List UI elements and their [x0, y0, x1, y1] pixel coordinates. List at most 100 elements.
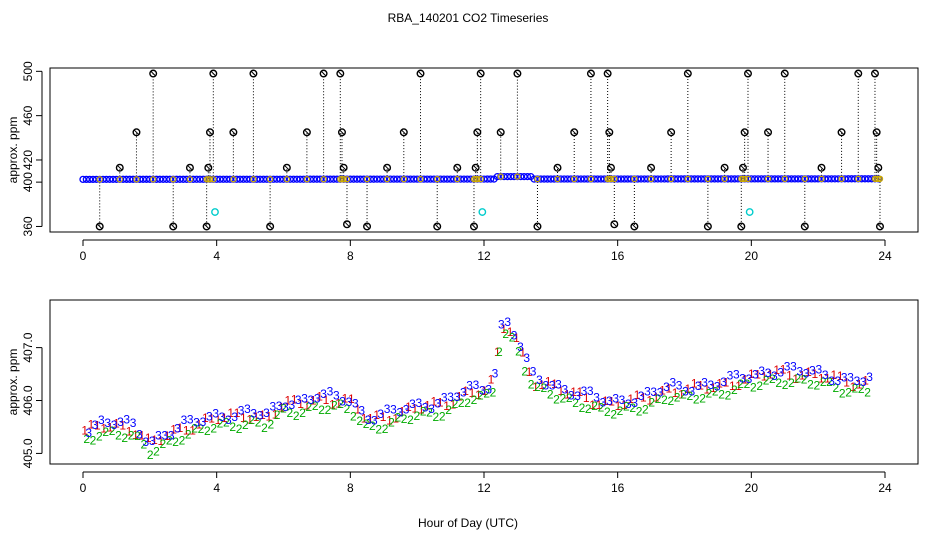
spike-point: [342, 220, 351, 229]
series-3-point: 3: [657, 385, 664, 399]
series-3-point: 3: [568, 388, 575, 402]
spike-point: [399, 128, 408, 137]
baseline-point: [831, 175, 839, 183]
gold-point: [571, 175, 578, 183]
baseline-point: [386, 175, 395, 183]
series-3-point: 3: [663, 380, 670, 394]
top-y-tick-label: 500: [21, 61, 35, 81]
spike-point: [533, 222, 542, 231]
series-1-point: 1: [278, 401, 285, 415]
bottom-x-tick-label: 20: [745, 481, 759, 495]
series-2-point: 2: [147, 448, 154, 462]
series-3-point: 3: [390, 403, 397, 417]
series-2-point: 2: [369, 419, 376, 433]
gold-point: [876, 175, 884, 183]
spike-point: [433, 222, 442, 231]
baseline-point: [690, 175, 699, 183]
baseline-point: [172, 175, 181, 183]
gold-point: [818, 175, 825, 183]
spike-point: [610, 220, 619, 229]
baseline-point: [517, 172, 525, 181]
baseline-point: [791, 175, 799, 183]
series-3-point: 3: [314, 391, 321, 405]
baseline-point: [179, 175, 187, 183]
baseline-point: [239, 175, 248, 183]
series-3-point: 3: [790, 360, 797, 374]
spike-point-cross: [608, 165, 614, 171]
series-2-point: 2: [782, 378, 789, 392]
spike-point-cross: [740, 165, 746, 171]
series-2-point: 2: [394, 411, 401, 425]
series-1-point: 1: [386, 414, 393, 428]
series-1-point: 1: [653, 390, 660, 404]
spike-point-cross: [668, 129, 674, 135]
series-1-point: 1: [735, 379, 742, 393]
series-2-point: 2: [312, 399, 319, 413]
series-1-point: 1: [361, 412, 368, 426]
baseline-point: [503, 172, 512, 181]
baseline-point: [577, 175, 585, 183]
series-3-point: 3: [92, 418, 99, 432]
series-3-point: 3: [809, 364, 816, 378]
series-3-point: 3: [365, 413, 372, 427]
series-1-point: 1: [335, 396, 342, 410]
spike-point-cross: [187, 165, 193, 171]
series-3-point: 3: [777, 366, 784, 380]
series-3-point: 3: [803, 366, 810, 380]
series-1-point: 1: [227, 406, 234, 420]
spike-point: [667, 128, 676, 137]
series-2-point: 2: [337, 397, 344, 411]
spike-point-cross: [765, 129, 771, 135]
baseline-point: [296, 175, 304, 183]
series-2-point: 2: [420, 404, 427, 418]
gold-point: [343, 175, 351, 183]
series-1-point: 1: [481, 384, 488, 398]
gold-point: [704, 175, 712, 183]
series-2-point: 2: [540, 381, 547, 395]
spike-point: [229, 128, 238, 137]
bottom-y-axis: 405.0 406.0 407.0: [21, 332, 43, 468]
baseline-point: [694, 175, 702, 183]
series-2-point: 2: [813, 378, 820, 392]
series-1-point: 1: [418, 402, 425, 416]
gold-point: [838, 175, 845, 183]
baseline-point: [774, 175, 782, 183]
series-1-point: 1: [380, 410, 387, 424]
series-1-point: 1: [469, 386, 476, 400]
spike-point-cross: [875, 165, 881, 171]
baseline-point: [313, 175, 321, 183]
baseline-point: [841, 175, 849, 183]
series-1-point: 1: [107, 420, 114, 434]
bottom-x-tick-label: 4: [213, 481, 220, 495]
series-3-point: 3: [123, 412, 130, 426]
baseline-point: [119, 175, 127, 183]
spike-point-cross: [478, 70, 484, 77]
series-3-point: 3: [504, 315, 511, 329]
series-1-point: 1: [513, 331, 520, 345]
series-2-point: 2: [331, 399, 338, 413]
series-3-point: 3: [422, 400, 429, 414]
series-2-point: 2: [864, 385, 871, 399]
spike-point-cross: [738, 223, 744, 230]
series-1-point: 1: [754, 367, 761, 381]
series-1-point: 1: [202, 411, 209, 425]
spike-point: [149, 69, 158, 78]
series-1-point: 1: [507, 325, 514, 339]
spike-point: [553, 163, 562, 172]
series-3-point: 3: [739, 371, 746, 385]
spike-point-cross: [320, 70, 327, 77]
series-1-point: 1: [265, 410, 272, 424]
series-1-point: 1: [678, 387, 685, 401]
series-2-point: 2: [553, 392, 560, 406]
baseline-point: [246, 175, 254, 183]
baseline-point: [620, 175, 628, 183]
baseline-point: [373, 175, 381, 183]
baseline-point: [811, 175, 819, 183]
series-2-point: 2: [560, 392, 567, 406]
series-3-point: 3: [409, 397, 416, 411]
series-2-point: 2: [833, 381, 840, 395]
spike-point-cross: [117, 165, 123, 171]
series-1-point: 1: [246, 412, 253, 426]
series-1-point: 1: [704, 382, 711, 396]
series-2-point: 2: [687, 389, 694, 403]
